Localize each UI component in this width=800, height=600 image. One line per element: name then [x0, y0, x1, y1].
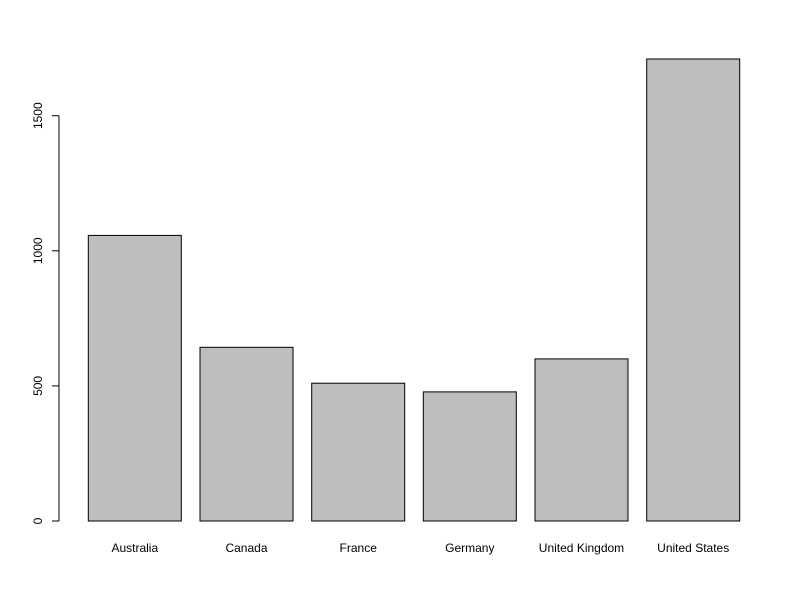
bar-canada [199, 346, 294, 522]
y-tick-label: 0 [31, 517, 45, 524]
x-tick-label: Germany [445, 541, 494, 555]
y-axis: 0 500 1000 1500 [31, 102, 60, 524]
y-tick-label: 500 [31, 376, 45, 396]
bar-united-states [646, 58, 741, 522]
x-tick-label: United Kingdom [539, 541, 624, 555]
y-tick-label: 1500 [31, 102, 45, 129]
y-tick-label: 1000 [31, 237, 45, 264]
x-tick-label: Canada [225, 541, 267, 555]
bar-united-kingdom [534, 358, 629, 522]
x-tick-label: United States [657, 541, 729, 555]
x-axis-labels: Australia Canada France Germany United Kingd… [111, 541, 729, 555]
x-tick-label: France [340, 541, 378, 555]
x-tick-label: Australia [111, 541, 158, 555]
bar-germany [422, 391, 517, 522]
bar-australia [87, 234, 182, 522]
bar-france [311, 382, 406, 522]
bars-group [87, 58, 741, 522]
